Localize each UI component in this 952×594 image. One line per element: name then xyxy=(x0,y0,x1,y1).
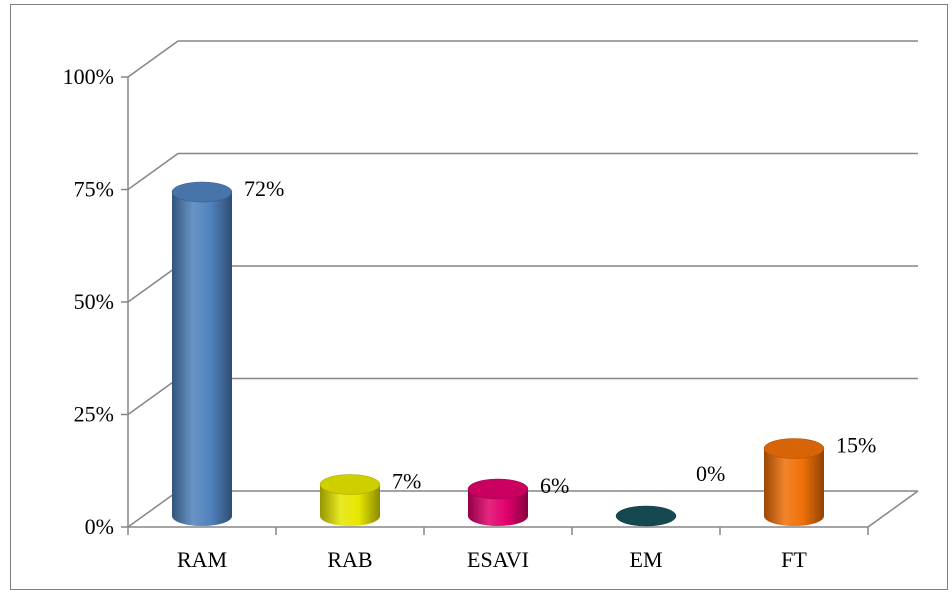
gridline-diagonal xyxy=(127,265,179,303)
floor-left-edge xyxy=(127,490,179,528)
gridlines xyxy=(127,40,918,416)
bar-em xyxy=(615,505,677,527)
data-label-ram: 72% xyxy=(244,176,284,201)
bar-top xyxy=(319,474,381,495)
data-labels: 72% 7% 6% 0% 15% xyxy=(244,176,876,498)
data-label-esavi: 6% xyxy=(540,473,569,498)
bars xyxy=(171,181,825,527)
floor-right-edge xyxy=(867,490,919,528)
category-label-rab: RAB xyxy=(327,547,372,572)
y-tick-label: 100% xyxy=(63,64,114,89)
bar-body xyxy=(764,448,824,526)
bar-rab xyxy=(319,474,381,526)
bar-body xyxy=(172,192,232,526)
bar-esavi xyxy=(467,478,529,526)
category-label-esavi: ESAVI xyxy=(467,547,529,572)
y-tick-label: 75% xyxy=(74,177,114,202)
data-label-em: 0% xyxy=(696,461,725,486)
category-label-ram: RAM xyxy=(177,547,227,572)
gridline-diagonal xyxy=(127,40,179,78)
bar-body xyxy=(320,484,380,526)
bar-ft xyxy=(763,438,825,526)
y-tick-label: 25% xyxy=(74,402,114,427)
y-tick-labels: 0% 25% 50% 75% 100% xyxy=(63,64,114,539)
data-label-ft: 15% xyxy=(836,433,876,458)
bar-ram xyxy=(171,181,233,526)
gridline-diagonal xyxy=(127,377,179,416)
category-label-em: EM xyxy=(630,547,663,572)
bar-body xyxy=(468,489,528,526)
axes xyxy=(121,76,919,535)
bar-top xyxy=(763,438,825,459)
bar-top xyxy=(171,181,233,203)
bar-top xyxy=(467,478,529,500)
category-labels: RAM RAB ESAVI EM FT xyxy=(177,547,807,572)
y-tick-label: 50% xyxy=(74,289,114,314)
category-label-ft: FT xyxy=(781,547,807,572)
data-label-rab: 7% xyxy=(392,469,421,494)
bar-top xyxy=(615,505,677,527)
gridline-diagonal xyxy=(127,152,179,191)
y-tick-label: 0% xyxy=(85,514,114,539)
